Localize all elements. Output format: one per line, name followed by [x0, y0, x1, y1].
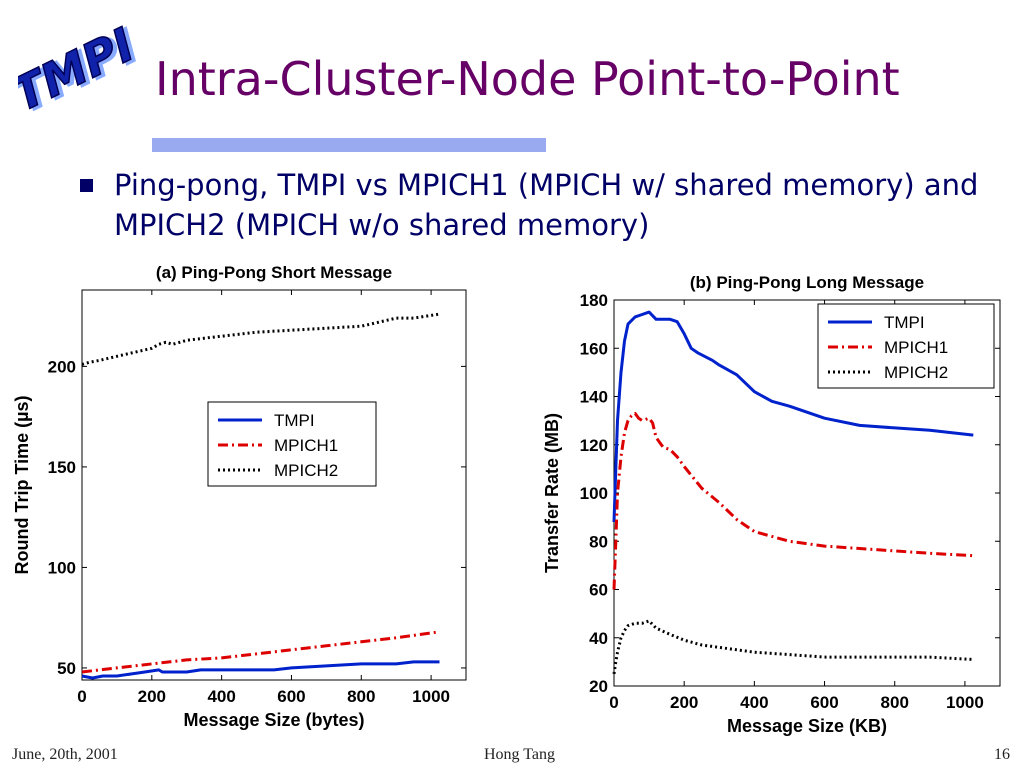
- x-axis-label: Message Size (KB): [727, 716, 887, 736]
- footer-page-number: 16: [994, 746, 1010, 763]
- y-tick-label: 200: [48, 357, 76, 376]
- legend-label-tmpi: TMPI: [274, 411, 315, 430]
- y-tick-label: 100: [48, 558, 76, 577]
- slide-title: Intra-Cluster-Node Point-to-Point: [155, 52, 900, 106]
- legend-label-tmpi: TMPI: [884, 313, 925, 332]
- series-line-mpich1: [612, 411, 974, 590]
- chart-short-message: (a) Ping-Pong Short Message 0 200 400 600 800…: [12, 263, 467, 730]
- x-tick-label: 1000: [946, 693, 984, 712]
- series-line-mpich1: [81, 630, 440, 674]
- x-axis-label: Message Size (bytes): [183, 710, 364, 730]
- y-axis-label: Transfer Rate (MB): [542, 413, 562, 573]
- y-tick-label: 20: [589, 677, 608, 696]
- y-axis-label: Round Trip Time (µs): [12, 395, 32, 574]
- legend-label-mpich2: MPICH2: [274, 461, 338, 480]
- series-line-mpich2: [81, 312, 440, 366]
- plot-frame: [81, 289, 467, 681]
- series-line-tmpi: [612, 310, 974, 523]
- series-line-tmpi: [81, 660, 440, 680]
- chart-long-message: (b) Ping-Pong Long Message 0 200 400 600 800 1…: [542, 273, 1001, 736]
- x-tick-label: 0: [609, 693, 618, 712]
- legend-box: [817, 303, 995, 389]
- footer-date: June, 20th, 2001: [12, 746, 118, 763]
- y-tick-label: 80: [589, 532, 608, 551]
- y-tick-label: 100: [580, 484, 608, 503]
- bullet-text: Ping-pong, TMPI vs MPICH1 (MPICH w/ shar…: [114, 168, 979, 242]
- x-tick-label: 0: [77, 687, 86, 706]
- x-tick-label: 800: [347, 687, 375, 706]
- y-tick-label: 150: [48, 458, 76, 477]
- tmpi-logo: TMPI TMPI: [18, 22, 147, 122]
- legend-label-mpich1: MPICH1: [884, 338, 948, 357]
- x-tick-label: 1000: [412, 687, 450, 706]
- legend-label-mpich1: MPICH1: [274, 436, 338, 455]
- y-tick-label: 40: [589, 629, 608, 648]
- y-tick-label: 50: [57, 659, 76, 678]
- chart-title: (b) Ping-Pong Long Message: [690, 273, 924, 292]
- series-line-mpich2: [612, 619, 974, 675]
- x-tick-label: 200: [138, 687, 166, 706]
- x-tick-label: 800: [881, 693, 909, 712]
- x-tick-label: 600: [277, 687, 305, 706]
- chart-title: (a) Ping-Pong Short Message: [156, 263, 392, 282]
- legend-label-mpich2: MPICH2: [884, 363, 948, 382]
- x-tick-label: 600: [810, 693, 838, 712]
- square-bullet-icon: [80, 179, 93, 192]
- y-tick-label: 120: [580, 436, 608, 455]
- x-tick-label: 400: [740, 693, 768, 712]
- y-tick-label: 180: [580, 291, 608, 310]
- x-tick-label: 200: [670, 693, 698, 712]
- y-tick-label: 160: [580, 339, 608, 358]
- y-tick-label: 60: [589, 581, 608, 600]
- logo-text: TMPI: [18, 22, 142, 122]
- footer-author: Hong Tang: [484, 746, 556, 763]
- title-underline-bar: [152, 138, 546, 152]
- y-tick-label: 140: [580, 388, 608, 407]
- legend-box: [207, 401, 377, 487]
- x-tick-label: 400: [207, 687, 235, 706]
